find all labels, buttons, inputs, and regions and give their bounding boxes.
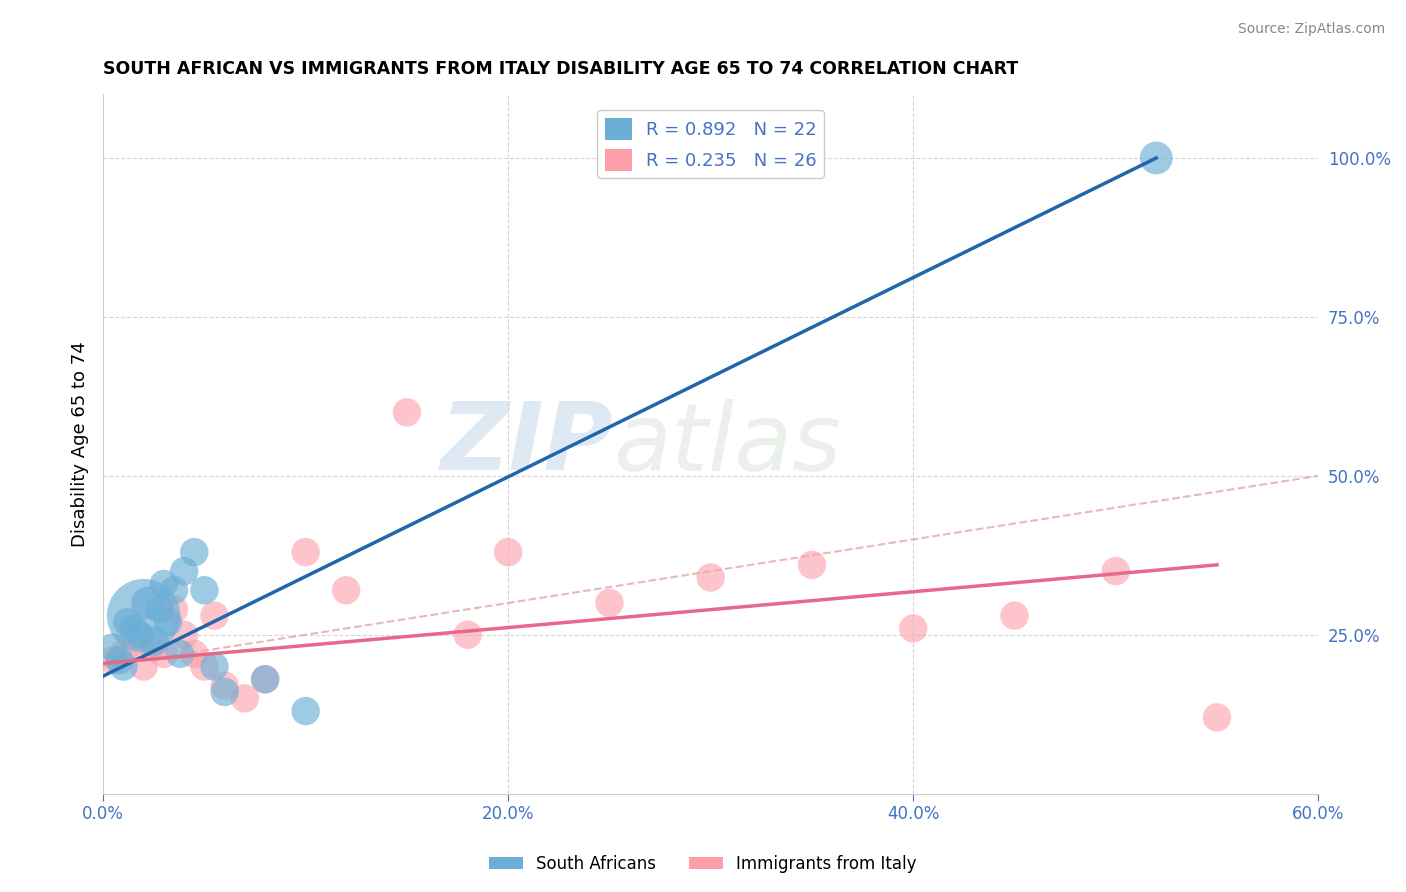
Point [1105,564,1128,578]
Point [193,583,215,598]
Point [112,647,135,661]
Point [1144,151,1167,165]
Point [117,615,139,629]
Y-axis label: Disability Age 65 to 74: Disability Age 65 to 74 [72,341,89,547]
Text: SOUTH AFRICAN VS IMMIGRANTS FROM ITALY DISABILITY AGE 65 TO 74 CORRELATION CHART: SOUTH AFRICAN VS IMMIGRANTS FROM ITALY D… [103,60,1018,78]
Point [108,653,131,667]
Point [173,564,195,578]
Point [496,545,519,559]
Point [169,647,191,661]
Point [122,634,145,648]
Point [903,621,925,635]
Point [103,640,125,655]
Point [122,621,145,635]
Point [395,405,418,419]
Point [457,628,479,642]
Point [335,583,357,598]
Point [142,640,165,655]
Point [149,602,172,616]
Point [163,583,186,598]
Point [214,685,236,699]
Point [163,602,186,616]
Point [204,608,226,623]
Point [136,596,159,610]
Point [132,608,155,623]
Point [1004,608,1026,623]
Point [173,628,195,642]
Point [1206,710,1229,724]
Point [233,691,256,706]
Point [156,615,179,629]
Legend: South Africans, Immigrants from Italy: South Africans, Immigrants from Italy [482,848,924,880]
Point [183,545,205,559]
Point [294,545,316,559]
Point [254,672,277,686]
Legend: R = 0.892   N = 22, R = 0.235   N = 26: R = 0.892 N = 22, R = 0.235 N = 26 [598,111,824,178]
Point [128,628,150,642]
Point [153,577,176,591]
Point [254,672,277,686]
Point [103,653,125,667]
Point [598,596,620,610]
Text: Source: ZipAtlas.com: Source: ZipAtlas.com [1237,22,1385,37]
Point [801,558,824,572]
Point [142,634,165,648]
Point [294,704,316,718]
Point [112,659,135,673]
Point [699,570,721,584]
Point [193,659,215,673]
Text: ZIP: ZIP [440,398,613,490]
Text: atlas: atlas [613,399,842,490]
Point [214,679,236,693]
Point [153,647,176,661]
Point [132,659,155,673]
Point [204,659,226,673]
Point [183,647,205,661]
